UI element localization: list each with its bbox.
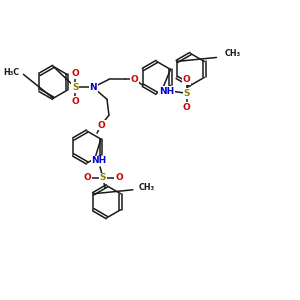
Text: CH₃: CH₃ [224, 49, 241, 58]
Text: S: S [183, 89, 190, 98]
Text: S: S [72, 83, 78, 92]
Text: N: N [89, 83, 97, 92]
Text: O: O [97, 121, 105, 130]
Text: CH₃: CH₃ [139, 183, 155, 192]
Text: O: O [183, 75, 190, 84]
Text: H₃C: H₃C [3, 68, 20, 77]
Text: O: O [83, 173, 91, 182]
Text: NH: NH [159, 87, 174, 96]
Text: O: O [71, 97, 79, 106]
Text: NH: NH [92, 156, 106, 165]
Text: O: O [131, 75, 139, 84]
Text: O: O [71, 69, 79, 78]
Text: O: O [115, 173, 123, 182]
Text: S: S [100, 173, 106, 182]
Text: O: O [183, 103, 190, 112]
